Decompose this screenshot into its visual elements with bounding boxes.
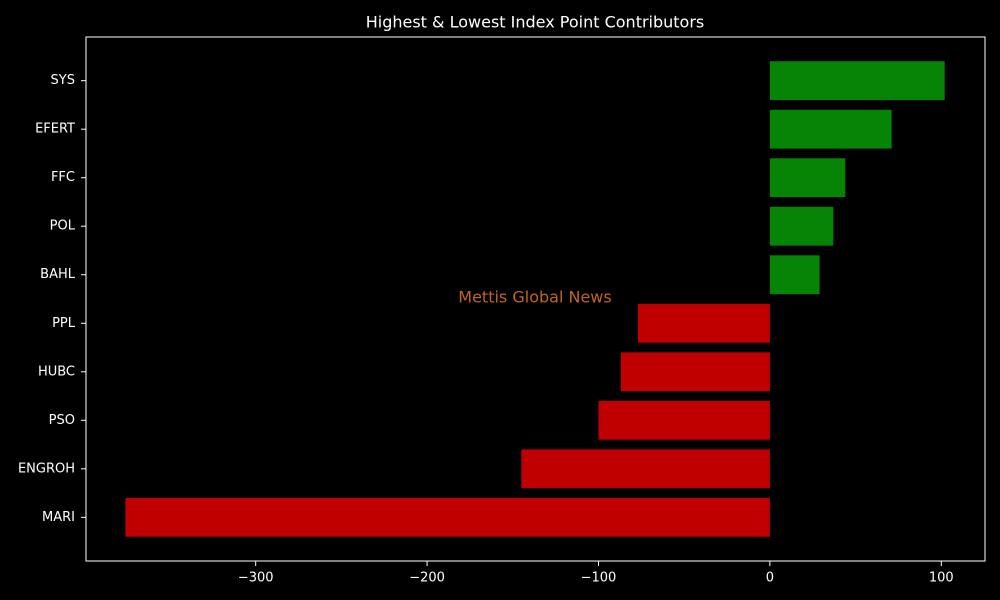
bar xyxy=(637,303,770,343)
bar xyxy=(769,206,834,246)
x-tick-label: 100 xyxy=(929,571,954,586)
y-tick-label: EFERT xyxy=(35,122,75,137)
y-tick-label: FFC xyxy=(51,170,75,185)
bar xyxy=(521,449,770,489)
bar xyxy=(769,158,846,198)
bar xyxy=(769,255,820,295)
chart-title: Highest & Lowest Index Point Contributor… xyxy=(366,13,705,32)
y-tick-label: BAHL xyxy=(40,267,76,282)
y-tick-label: ENGROH xyxy=(18,461,75,476)
bar xyxy=(598,400,770,440)
bar xyxy=(769,109,892,149)
x-tick-label: −200 xyxy=(409,571,445,586)
y-tick-label: PSO xyxy=(49,413,75,428)
y-tick-label: HUBC xyxy=(38,364,75,379)
plot-frame xyxy=(85,36,986,562)
bar xyxy=(620,352,770,392)
y-tick-label: SYS xyxy=(51,73,75,88)
y-tick-label: POL xyxy=(50,219,76,234)
bar xyxy=(769,61,945,101)
x-tick-label: −300 xyxy=(238,571,274,586)
watermark: Mettis Global News xyxy=(458,288,611,307)
x-tick-label: −100 xyxy=(581,571,617,586)
x-tick-label: 0 xyxy=(766,571,774,586)
bar xyxy=(125,497,770,537)
y-tick-label: PPL xyxy=(52,316,76,331)
y-tick-label: MARI xyxy=(42,510,75,525)
